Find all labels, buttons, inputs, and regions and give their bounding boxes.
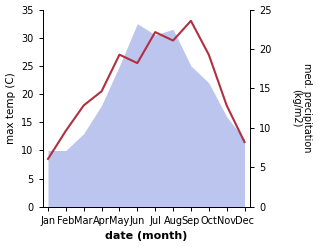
- Y-axis label: med. precipitation
(kg/m2): med. precipitation (kg/m2): [291, 63, 313, 153]
- Y-axis label: max temp (C): max temp (C): [5, 72, 16, 144]
- X-axis label: date (month): date (month): [105, 231, 187, 242]
